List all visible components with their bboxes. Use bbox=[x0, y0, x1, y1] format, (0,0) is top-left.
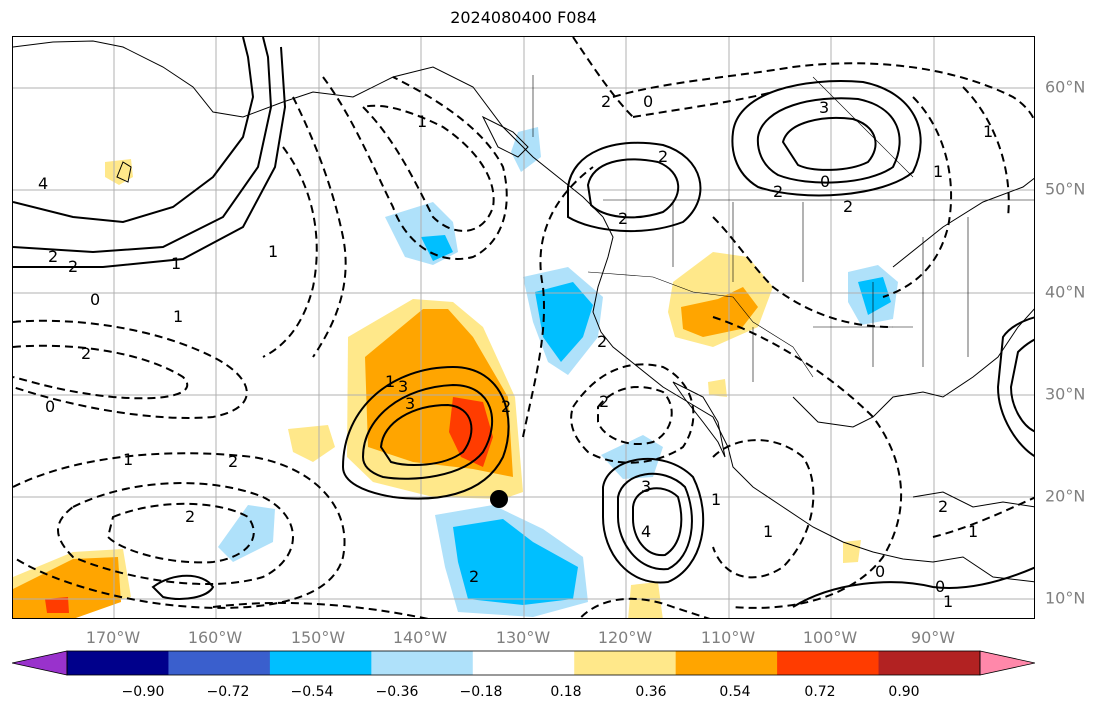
colorbar-lower-extension bbox=[12, 650, 68, 676]
contour-label: 1 bbox=[385, 372, 395, 391]
shaded-anomalies bbox=[13, 127, 898, 618]
colorbar-tick: −0.54 bbox=[290, 684, 334, 700]
colorbar-segment bbox=[777, 651, 880, 675]
shade-positive-light bbox=[843, 540, 861, 563]
colorbar-tick: −0.90 bbox=[121, 684, 165, 700]
contour-label: 0 bbox=[820, 172, 830, 191]
contour-label: 2 bbox=[601, 92, 611, 111]
lat-label-50n: 50°N bbox=[1045, 179, 1086, 199]
colorbar-tick: 0.90 bbox=[888, 684, 920, 700]
colorbar-tick: 0.18 bbox=[550, 684, 582, 700]
contour-label: 4 bbox=[641, 522, 651, 541]
contour-label: 1 bbox=[968, 522, 978, 541]
lon-label-150w: 150°W bbox=[290, 628, 346, 647]
contour-label: 2 bbox=[658, 147, 668, 166]
colorbar-segment bbox=[472, 651, 575, 675]
contour-label: 2 bbox=[597, 332, 607, 351]
contour-label: 1 bbox=[123, 450, 133, 469]
contour-label: 2 bbox=[48, 247, 58, 266]
contour-label: 0 bbox=[935, 577, 945, 596]
lon-label-90w: 90°W bbox=[910, 628, 956, 647]
contour-label: 1 bbox=[983, 122, 993, 141]
lat-label-10n: 10°N bbox=[1045, 588, 1086, 608]
contour-label: 3 bbox=[641, 477, 651, 496]
contour-label: 2 bbox=[469, 567, 479, 586]
contour-label: 1 bbox=[711, 490, 721, 509]
shade-negative-mid bbox=[453, 519, 578, 605]
graticule bbox=[13, 37, 1034, 618]
lat-label-30n: 30°N bbox=[1045, 384, 1086, 404]
figure-title: 2024080400 F084 bbox=[450, 8, 597, 27]
shade-negative-mid bbox=[858, 277, 891, 315]
contour-label: 1 bbox=[268, 242, 278, 261]
contour-label: 0 bbox=[45, 397, 55, 416]
shade-negative-light bbox=[218, 505, 275, 562]
contour-label: 2 bbox=[81, 344, 91, 363]
lon-label-130w: 130°W bbox=[495, 628, 551, 647]
lon-label-140w: 140°W bbox=[392, 628, 448, 647]
colorbar-segment bbox=[878, 651, 981, 675]
colorbar-tick: 0.36 bbox=[635, 684, 667, 700]
contour-label: 2 bbox=[228, 452, 238, 471]
contour-label: 2 bbox=[185, 507, 195, 526]
contour-label: 0 bbox=[90, 290, 100, 309]
lon-label-160w: 160°W bbox=[187, 628, 243, 647]
storm-marker[interactable] bbox=[490, 490, 508, 508]
contour-label: 1 bbox=[417, 112, 427, 131]
shade-positive-light bbox=[708, 379, 727, 397]
colorbar-tick: 0.72 bbox=[804, 684, 836, 700]
contour-label: 3 bbox=[398, 377, 408, 396]
contour-label: 2 bbox=[501, 397, 511, 416]
contour-label: 1 bbox=[763, 522, 773, 541]
contour-label: 4 bbox=[38, 174, 48, 193]
colorbar-segment bbox=[269, 651, 372, 675]
colorbar-tick: 0.54 bbox=[719, 684, 751, 700]
contours-negative bbox=[13, 37, 1034, 618]
colorbar-segment bbox=[168, 651, 271, 675]
shade-positive-strong bbox=[45, 597, 69, 613]
contour-label: 2 bbox=[68, 257, 78, 276]
contour-label: 1 bbox=[943, 592, 953, 611]
colorbar-segment bbox=[574, 651, 677, 675]
map-canvas[interactable]: 4 2 2 1 0 1 2 0 1 2 2 1 3 3 1 2 2 0 2 2 … bbox=[13, 37, 1035, 619]
contour-label: 2 bbox=[938, 497, 948, 516]
contour-label: 2 bbox=[843, 197, 853, 216]
lon-label-120w: 120°W bbox=[597, 628, 653, 647]
contour-label: 2 bbox=[773, 182, 783, 201]
contour-label: 2 bbox=[618, 209, 628, 228]
contour-label: 0 bbox=[875, 562, 885, 581]
shade-negative-mid bbox=[421, 235, 453, 261]
contour-label: 3 bbox=[405, 394, 415, 413]
shade-positive-light bbox=[288, 425, 335, 462]
contour-label: 1 bbox=[173, 307, 183, 326]
colorbar bbox=[12, 650, 1035, 676]
contour-label: 2 bbox=[599, 392, 609, 411]
map-panel[interactable]: 4 2 2 1 0 1 2 0 1 2 2 1 3 3 1 2 2 0 2 2 … bbox=[12, 36, 1035, 619]
contour-label: 0 bbox=[643, 92, 653, 111]
contour-labels: 4 2 2 1 0 1 2 0 1 2 2 1 3 3 1 2 2 0 2 2 … bbox=[38, 92, 993, 611]
lon-label-170w: 170°W bbox=[85, 628, 141, 647]
contour-label: 1 bbox=[171, 254, 181, 273]
colorbar-segment bbox=[371, 651, 474, 675]
lat-label-40n: 40°N bbox=[1045, 282, 1086, 302]
lat-label-60n: 60°N bbox=[1045, 77, 1086, 97]
colorbar-segment bbox=[675, 651, 778, 675]
colorbar-segment bbox=[67, 651, 169, 675]
shade-positive-mid bbox=[681, 287, 758, 337]
colorbar-outline bbox=[66, 650, 981, 676]
lon-label-110w: 110°W bbox=[700, 628, 756, 647]
contour-label: 1 bbox=[933, 162, 943, 181]
lon-label-100w: 100°W bbox=[802, 628, 858, 647]
colorbar-tick: −0.18 bbox=[459, 684, 503, 700]
colorbar-tick: −0.36 bbox=[375, 684, 419, 700]
shade-negative-mid bbox=[535, 282, 593, 362]
colorbar-tick: −0.72 bbox=[206, 684, 250, 700]
lat-label-20n: 20°N bbox=[1045, 486, 1086, 506]
shade-positive-mid bbox=[13, 557, 121, 618]
contours-positive bbox=[13, 37, 1034, 608]
colorbar-upper-extension bbox=[979, 650, 1035, 676]
contour-label: 3 bbox=[819, 98, 829, 117]
